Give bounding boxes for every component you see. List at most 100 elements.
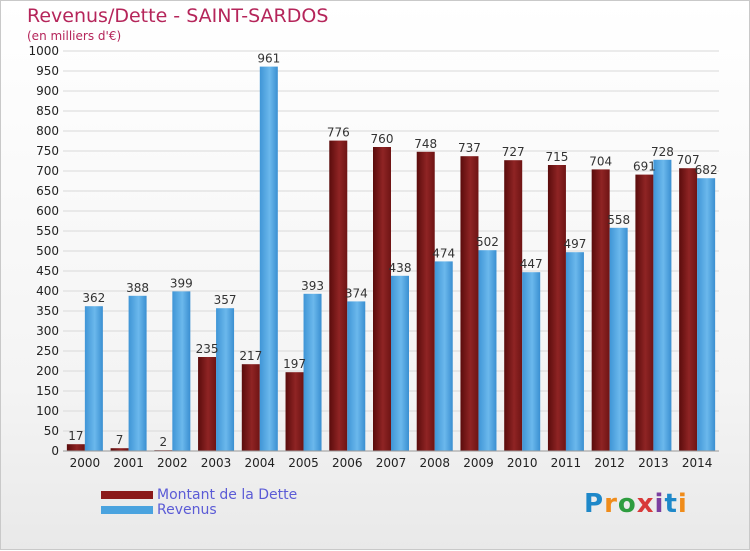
bar-revenue bbox=[172, 291, 191, 451]
data-label-debt: 715 bbox=[545, 150, 568, 164]
bar-revenue bbox=[478, 250, 497, 451]
y-axis-ticks: 0 50 100 150 200 250 300 350 400 450 500 550 600 650 7… bbox=[28, 44, 59, 458]
x-tick-label: 2000 bbox=[70, 456, 101, 470]
bar-debt bbox=[635, 174, 654, 451]
bar-revenue bbox=[128, 295, 147, 451]
data-label-debt: 760 bbox=[371, 132, 394, 146]
data-label-debt: 235 bbox=[196, 342, 219, 356]
data-label-debt: 707 bbox=[677, 153, 700, 167]
x-tick-label: 2004 bbox=[245, 456, 276, 470]
data-label-debt: 197 bbox=[283, 357, 306, 371]
bar-debt bbox=[504, 160, 523, 451]
data-label-revenue: 399 bbox=[170, 276, 193, 290]
y-tick-label: 750 bbox=[36, 144, 59, 158]
bar-debt bbox=[285, 372, 304, 451]
x-tick-label: 2006 bbox=[332, 456, 363, 470]
y-tick-label: 50 bbox=[44, 424, 59, 438]
y-tick-label: 100 bbox=[36, 404, 59, 418]
data-label-revenue: 362 bbox=[82, 291, 105, 305]
x-tick-label: 2011 bbox=[551, 456, 582, 470]
data-label-revenue: 393 bbox=[301, 279, 324, 293]
bar-debt bbox=[416, 151, 435, 452]
bar-debt bbox=[329, 140, 348, 451]
y-tick-label: 850 bbox=[36, 104, 59, 118]
x-axis-ticks: 2000 2001 2002 2003 2004 2005 2006 2007 2008 2009… bbox=[70, 456, 713, 470]
y-tick-label: 600 bbox=[36, 204, 59, 218]
data-label-debt: 691 bbox=[633, 160, 656, 174]
x-tick-label: 2007 bbox=[376, 456, 407, 470]
bar-revenue bbox=[697, 178, 716, 451]
logo-letter: i bbox=[677, 489, 688, 519]
y-tick-label: 650 bbox=[36, 184, 59, 198]
x-tick-label: 2001 bbox=[113, 456, 144, 470]
logo-letter: r bbox=[604, 489, 618, 519]
data-label-revenue: 447 bbox=[520, 257, 543, 271]
y-tick-label: 900 bbox=[36, 84, 59, 98]
y-tick-label: 150 bbox=[36, 384, 59, 398]
bars bbox=[66, 66, 716, 452]
y-tick-label: 800 bbox=[36, 124, 59, 138]
logo-letter: P bbox=[584, 489, 605, 519]
bar-revenue bbox=[259, 66, 278, 451]
data-label-revenue: 497 bbox=[563, 237, 586, 251]
bar-debt bbox=[373, 147, 391, 451]
bar-revenue bbox=[434, 261, 453, 451]
data-label-revenue: 357 bbox=[214, 293, 237, 307]
proxiti-logo: Proxiti bbox=[584, 489, 688, 519]
bar-revenue bbox=[303, 293, 322, 451]
logo-letter: x bbox=[636, 489, 655, 519]
x-tick-label: 2014 bbox=[682, 456, 713, 470]
y-tick-label: 500 bbox=[36, 244, 59, 258]
y-tick-label: 0 bbox=[51, 444, 59, 458]
legend-swatch-debt bbox=[101, 491, 153, 499]
logo-letter: o bbox=[617, 489, 637, 519]
data-label-revenue: 388 bbox=[126, 281, 149, 295]
x-tick-label: 2012 bbox=[594, 456, 625, 470]
data-labels: 17 362 7 388 2 399 235 357 217 961 197 393 776 374 760… bbox=[68, 52, 717, 450]
bar-revenue bbox=[347, 301, 366, 451]
x-tick-label: 2003 bbox=[201, 456, 232, 470]
logo-letter: i bbox=[654, 489, 665, 519]
y-tick-label: 950 bbox=[36, 64, 59, 78]
legend-label-debt: Montant de la Dette bbox=[157, 487, 298, 503]
data-label-revenue: 374 bbox=[345, 286, 368, 300]
y-tick-label: 550 bbox=[36, 224, 59, 238]
bar-debt bbox=[241, 364, 260, 451]
x-tick-label: 2010 bbox=[507, 456, 538, 470]
bar-debt bbox=[591, 169, 610, 451]
legend-label-revenue: Revenus bbox=[157, 502, 217, 518]
data-label-revenue: 728 bbox=[651, 145, 674, 159]
x-tick-label: 2008 bbox=[419, 456, 450, 470]
chart-title: Revenus/Dette - SAINT-SARDOS bbox=[27, 5, 329, 27]
y-tick-label: 700 bbox=[36, 164, 59, 178]
y-tick-label: 400 bbox=[36, 284, 59, 298]
data-label-debt: 748 bbox=[414, 137, 437, 151]
chart-subtitle: (en milliers d'€) bbox=[27, 29, 122, 43]
data-label-debt: 704 bbox=[589, 154, 612, 168]
x-tick-label: 2009 bbox=[463, 456, 494, 470]
legend-swatch-revenue bbox=[101, 506, 153, 514]
y-tick-label: 350 bbox=[36, 304, 59, 318]
data-label-debt: 776 bbox=[327, 126, 350, 140]
bar-debt bbox=[198, 357, 217, 451]
bar-revenue bbox=[653, 159, 672, 452]
data-label-debt: 2 bbox=[160, 435, 168, 449]
data-label-revenue: 474 bbox=[432, 246, 455, 260]
data-label-revenue: 961 bbox=[257, 52, 280, 66]
data-label-debt: 727 bbox=[502, 145, 525, 159]
logo-letter: t bbox=[664, 489, 678, 519]
bar-revenue bbox=[216, 308, 235, 451]
data-label-revenue: 502 bbox=[476, 235, 499, 249]
bar-debt bbox=[460, 156, 479, 451]
data-label-revenue: 682 bbox=[695, 163, 718, 177]
y-tick-label: 250 bbox=[36, 344, 59, 358]
y-tick-label: 450 bbox=[36, 264, 59, 278]
bar-revenue bbox=[609, 227, 628, 451]
bar-debt bbox=[110, 448, 129, 451]
bar-revenue bbox=[391, 275, 409, 451]
x-tick-label: 2013 bbox=[638, 456, 669, 470]
data-label-debt: 17 bbox=[68, 429, 83, 443]
y-tick-label: 200 bbox=[36, 364, 59, 378]
bar-debt bbox=[679, 168, 698, 451]
